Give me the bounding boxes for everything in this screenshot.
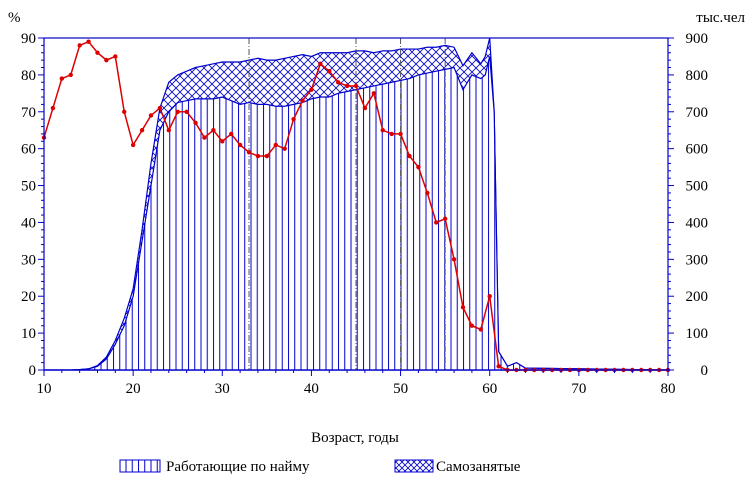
x-tick-label: 30	[215, 381, 230, 397]
legend-label-selfemployed: Самозанятые	[436, 459, 521, 475]
share-point	[434, 220, 439, 225]
share-point	[478, 327, 483, 332]
y-left-tick-label: 20	[21, 289, 36, 305]
share-point	[202, 135, 207, 140]
y-left-tick-label: 40	[21, 215, 36, 231]
share-point	[175, 109, 180, 114]
x-tick-label: 60	[482, 381, 497, 397]
axes	[43, 37, 669, 371]
share-point	[193, 120, 198, 126]
area-hired	[44, 56, 669, 371]
y-left-tick-label: 50	[21, 179, 36, 195]
share-point	[389, 131, 394, 137]
y-right-tick-label: 0	[701, 363, 709, 379]
y-left-tick-label: 70	[21, 105, 36, 121]
y-right-tick-label: 700	[686, 105, 709, 121]
share-point	[398, 131, 403, 137]
share-point	[362, 105, 368, 111]
plot-frame	[43, 37, 669, 371]
share-point	[318, 61, 323, 67]
share-point	[229, 131, 234, 137]
share-point	[416, 164, 421, 170]
x-tick-label: 20	[126, 381, 141, 397]
share-point	[130, 142, 136, 148]
share-point	[184, 109, 189, 114]
share-point	[460, 305, 466, 310]
share-point	[300, 98, 305, 103]
share-point	[344, 83, 350, 89]
y-right-tick-label: 400	[686, 215, 709, 231]
ticks: 10 20 30 40 50 60 70 80010203040506070809001002…	[21, 31, 708, 397]
x-tick-label: 50	[393, 381, 408, 397]
share-point	[50, 105, 56, 111]
share-point	[273, 142, 278, 148]
x-tick-label: 40	[304, 381, 319, 397]
y-left-tick-label: 90	[21, 31, 36, 47]
share-point	[291, 116, 296, 122]
y-right-tick-label: 900	[686, 31, 709, 47]
y-left-tick-label: 10	[21, 326, 36, 342]
share-point	[157, 105, 163, 111]
y-right-tick-label: 500	[686, 179, 709, 195]
share-point	[451, 257, 457, 262]
share-point	[86, 39, 91, 44]
share-point	[211, 128, 216, 133]
x-tick-label: 80	[661, 381, 676, 397]
share-point	[353, 83, 359, 89]
share-point	[442, 216, 448, 221]
share-point	[380, 128, 385, 133]
y-left-tick-label: 0	[29, 363, 37, 379]
x-tick-label: 10	[37, 381, 52, 397]
share-point	[237, 142, 243, 148]
x-axis-label: Возраст, годы	[311, 430, 399, 446]
y-right-tick-label: 800	[686, 68, 709, 84]
legend-swatch-selfemployed	[394, 459, 434, 473]
share-point	[255, 153, 261, 159]
share-point	[264, 153, 270, 159]
share-point	[335, 80, 341, 85]
legend: Работающие по найму Самозанятые	[119, 459, 521, 475]
right-axis-label: тыс.чел	[696, 10, 745, 26]
share-point	[95, 50, 100, 55]
share-point	[407, 153, 412, 159]
share-point	[139, 128, 145, 133]
share-point	[220, 139, 225, 144]
share-point	[425, 190, 430, 196]
share-point	[282, 146, 287, 151]
y-right-tick-label: 200	[686, 289, 709, 305]
legend-swatch-hired	[119, 459, 161, 473]
share-point	[113, 54, 118, 59]
legend-label-hired: Работающие по найму	[166, 459, 310, 475]
share-point	[122, 109, 127, 114]
share-point	[68, 72, 73, 78]
y-right-tick-label: 300	[686, 252, 709, 268]
share-point	[246, 150, 252, 155]
y-right-tick-label: 100	[686, 326, 709, 342]
x-tick-label: 70	[571, 381, 586, 397]
share-point	[77, 43, 82, 48]
share-point	[487, 294, 492, 299]
share-point	[371, 91, 377, 96]
y-left-tick-label: 30	[21, 252, 36, 268]
y-left-tick-label: 80	[21, 68, 36, 84]
share-point	[148, 113, 154, 118]
share-point	[327, 69, 332, 74]
y-right-tick-label: 600	[686, 142, 709, 158]
share-point	[309, 87, 314, 92]
share-point	[496, 364, 501, 369]
share-point	[469, 323, 475, 328]
reference-lines	[248, 38, 446, 370]
share-point	[104, 57, 109, 63]
share-point	[59, 76, 65, 81]
left-axis-label: %	[8, 10, 21, 26]
share-point	[166, 128, 171, 133]
y-left-tick-label: 60	[21, 142, 36, 158]
